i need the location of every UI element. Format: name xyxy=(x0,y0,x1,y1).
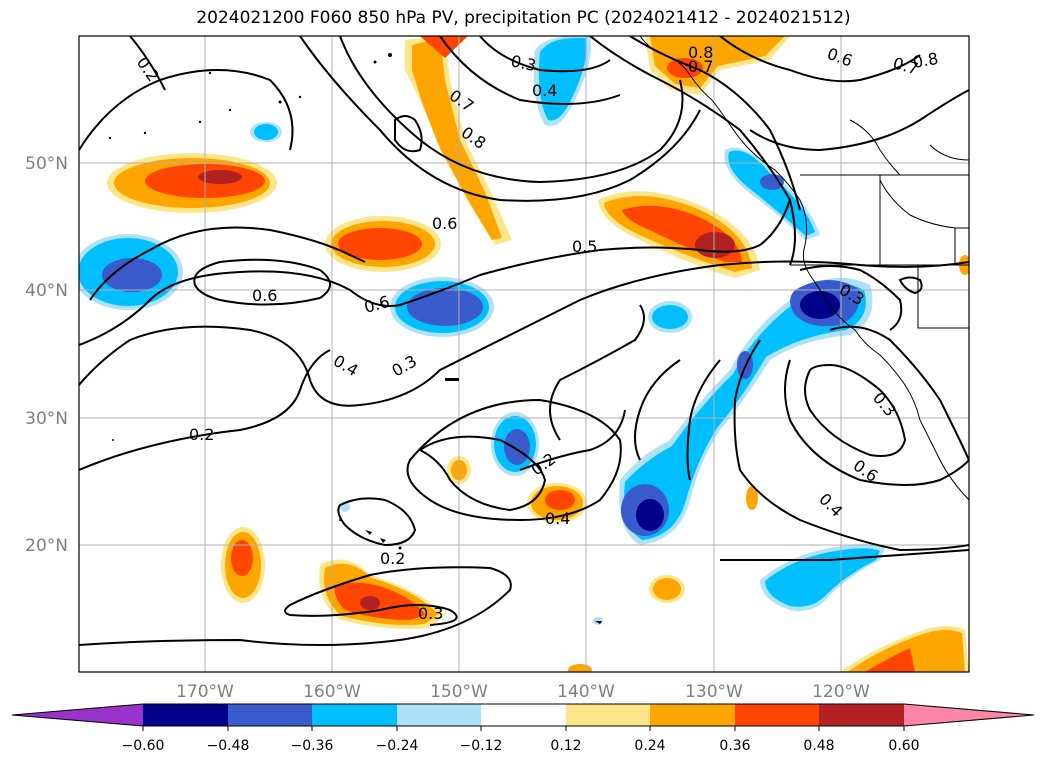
lon-tick-label: 150°W xyxy=(430,682,488,702)
contour-label: 0.4 xyxy=(532,81,557,100)
contour-label: 0.3 xyxy=(509,51,538,75)
colorbar-tick-label: −0.36 xyxy=(291,738,334,754)
contour-label: 0.5 xyxy=(572,237,597,256)
lon-tick-label: 170°W xyxy=(176,682,234,702)
contour-label: 0.4 xyxy=(545,509,570,528)
blob-neg-band xyxy=(619,277,873,545)
contour-label: 0.6 xyxy=(362,292,392,317)
blob-pos-center xyxy=(325,216,441,272)
lon-tick-label: 160°W xyxy=(303,682,361,702)
colorbar-tick-label: −0.48 xyxy=(207,738,250,754)
contour-label: 0.3 xyxy=(418,604,443,623)
contour-label: 0.7 xyxy=(688,57,713,76)
blob-pos-se xyxy=(840,626,969,672)
colorbar-tick-label: −0.24 xyxy=(376,738,419,754)
colorbar-tick-label: −0.12 xyxy=(460,738,503,754)
blob-pos-sw1 xyxy=(221,527,265,603)
contour-label: 0.4 xyxy=(330,351,362,380)
lat-tick-label: 30°N xyxy=(25,409,68,429)
lat-ticks: 50°N 40°N 30°N 20°N xyxy=(25,154,68,556)
contour-label: 0.2 xyxy=(189,425,214,444)
colorbar-extend-min xyxy=(12,704,143,726)
colorbar-bin xyxy=(143,704,228,726)
colorbar-bin xyxy=(566,704,650,726)
map-frame xyxy=(78,35,970,673)
lat-tick-label: 50°N xyxy=(25,154,68,174)
precip-shading xyxy=(79,36,969,672)
colorbar-tick-label: 0.48 xyxy=(803,738,834,754)
blob-pos-nw xyxy=(107,153,277,213)
blob-neg-small xyxy=(250,122,692,625)
lon-tick-label: 130°W xyxy=(685,682,743,702)
colorbar-tick-label: −0.60 xyxy=(122,738,165,754)
colorbar-extend-max xyxy=(904,704,1034,726)
contour-label: 0.6 xyxy=(432,214,457,233)
contour-label: 0.6 xyxy=(850,456,882,486)
contour-label: 0.8 xyxy=(688,43,713,62)
lon-tick-label: 120°W xyxy=(812,682,870,702)
colorbar-tick-label: 0.24 xyxy=(634,738,665,754)
colorbar-bin xyxy=(481,704,566,726)
blob-pos-ne xyxy=(598,191,760,278)
colorbar-tick-label: 0.60 xyxy=(888,738,919,754)
colorbar-bin xyxy=(228,704,312,726)
colorbar-tick-label: 0.12 xyxy=(550,738,581,754)
blob-pos-top xyxy=(645,36,790,95)
colorbar-bin xyxy=(650,704,735,726)
colorbar: −0.60 −0.48 −0.36 −0.24 −0.12 0.12 0.24 … xyxy=(11,703,1035,754)
lat-tick-label: 40°N xyxy=(25,281,68,301)
contour-label: 0.2 xyxy=(380,549,405,568)
blob-neg-nw-coast xyxy=(724,147,820,240)
lon-tick-label: 140°W xyxy=(557,682,615,702)
blob-neg-west xyxy=(79,234,183,310)
contour-label: 0.3 xyxy=(869,388,900,420)
contour-label: 0.6 xyxy=(252,286,277,305)
lat-tick-label: 20°N xyxy=(25,536,68,556)
lon-ticks: 170°W 160°W 150°W 140°W 130°W 120°W xyxy=(176,682,870,702)
contour-label: 0.3 xyxy=(389,351,421,380)
blob-neg-center xyxy=(390,277,494,337)
colorbar-tick-label: 0.36 xyxy=(719,738,750,754)
blob-pos-sw2 xyxy=(319,559,445,629)
contour-label: 0.4 xyxy=(815,489,846,520)
colorbar-bin xyxy=(397,704,481,726)
contour-label: 0.6 xyxy=(825,44,855,71)
graticule xyxy=(79,36,969,672)
colorbar-bin xyxy=(735,704,819,726)
islands xyxy=(108,53,602,624)
blob-neg-se xyxy=(760,544,885,611)
coastlines xyxy=(639,36,969,501)
map-title: 2024021200 F060 850 hPa PV, precipitatio… xyxy=(196,8,851,28)
colorbar-bin xyxy=(312,704,397,726)
contour-label: 0.8 xyxy=(911,49,939,72)
colorbar-bin xyxy=(819,704,904,726)
